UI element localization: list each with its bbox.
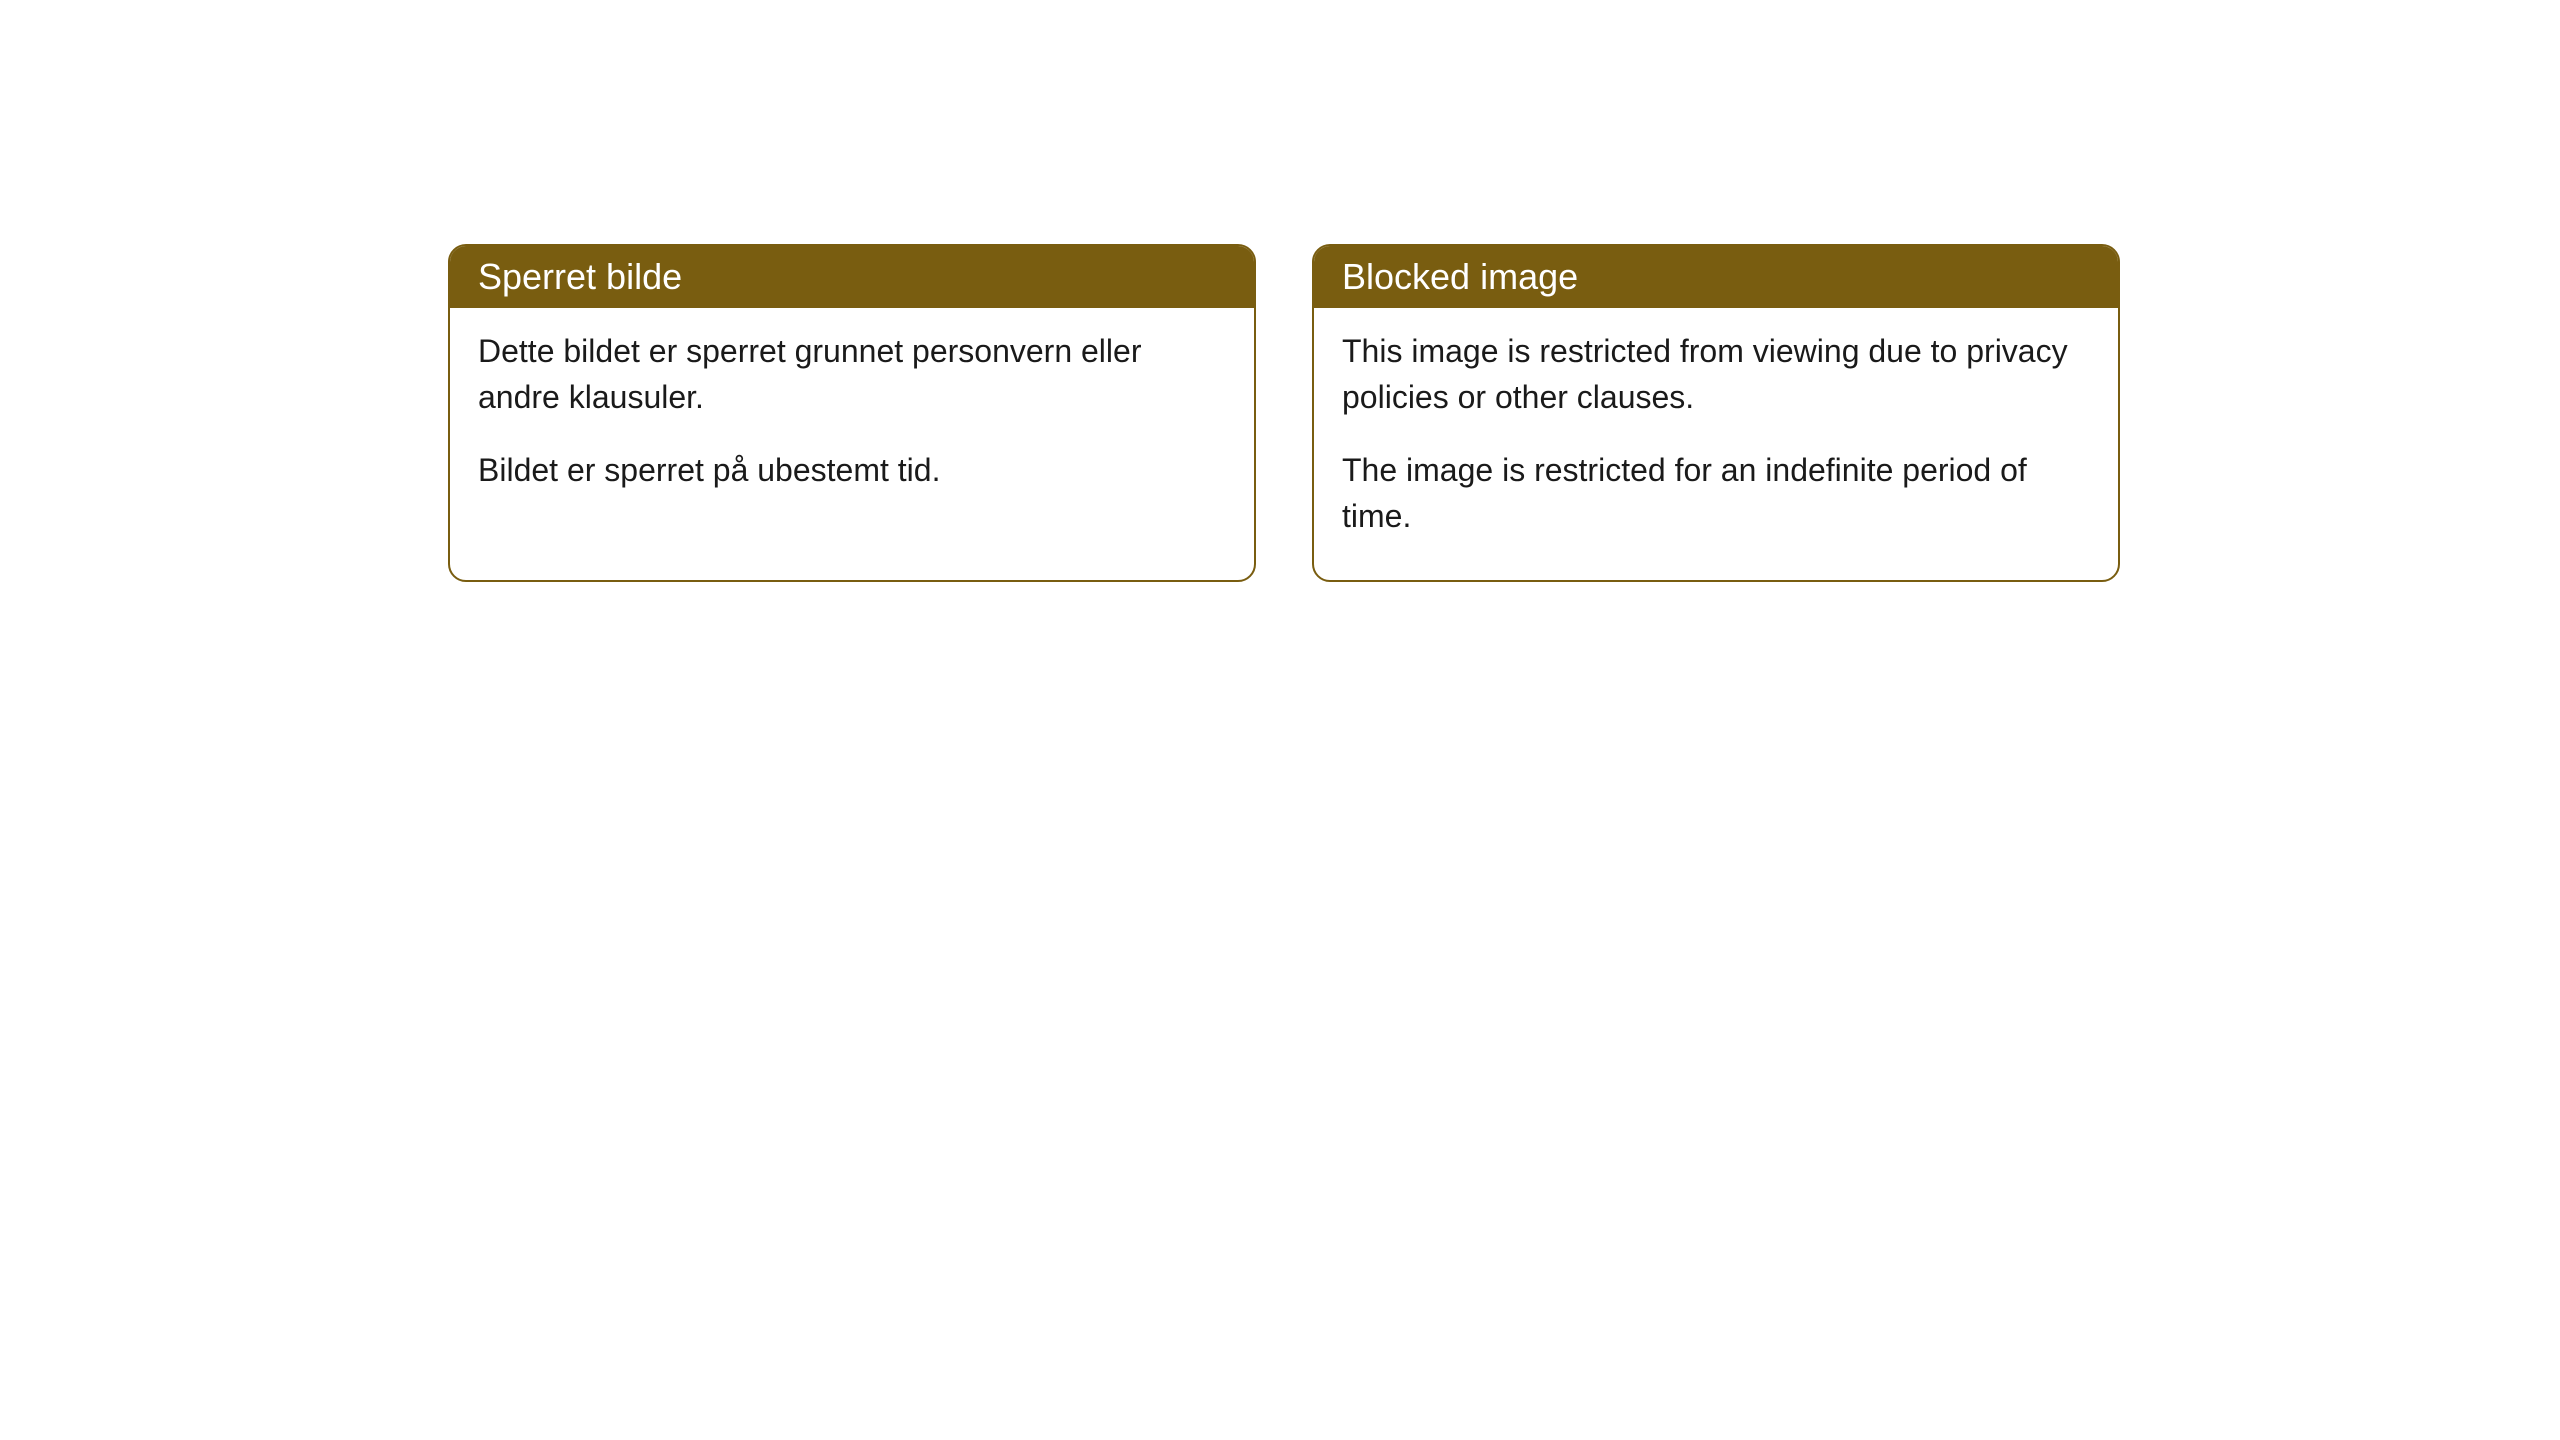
notice-body: Dette bildet er sperret grunnet personve… [450,308,1254,533]
notice-body: This image is restricted from viewing du… [1314,308,2118,580]
notice-card-english: Blocked image This image is restricted f… [1312,244,2120,582]
notice-header: Sperret bilde [450,246,1254,308]
notice-paragraph: The image is restricted for an indefinit… [1342,447,2090,540]
notice-title: Sperret bilde [478,256,682,297]
notice-paragraph: Bildet er sperret på ubestemt tid. [478,447,1226,493]
notice-header: Blocked image [1314,246,2118,308]
notice-paragraph: Dette bildet er sperret grunnet personve… [478,328,1226,421]
notice-container: Sperret bilde Dette bildet er sperret gr… [448,244,2120,582]
notice-title: Blocked image [1342,256,1578,297]
notice-card-norwegian: Sperret bilde Dette bildet er sperret gr… [448,244,1256,582]
notice-paragraph: This image is restricted from viewing du… [1342,328,2090,421]
